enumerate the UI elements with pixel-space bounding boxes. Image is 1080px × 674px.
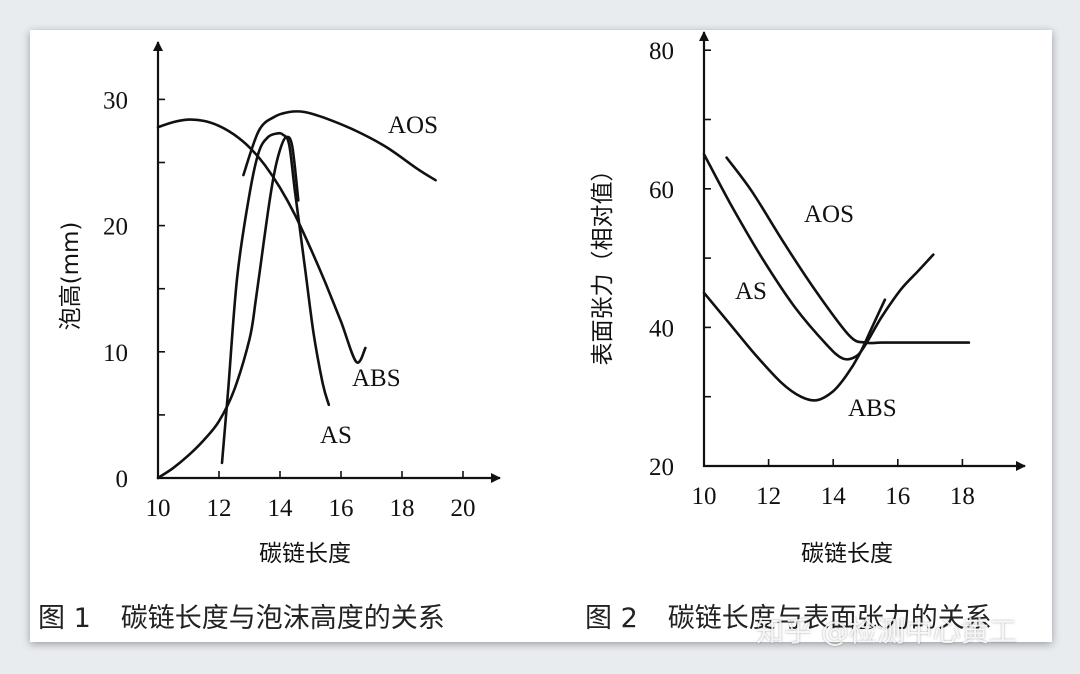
chart2-y-tick-label: 20 [649,454,674,481]
chart2-series-label-aos: AOS [804,201,854,228]
chart1-series-label-as: AS [320,422,352,449]
chart1-y-tick-label: 20 [103,214,128,241]
chart2-x-tick-label: 14 [821,483,847,510]
chart2-y-axis-label: 表面张力（相对值） [590,159,616,366]
chart1-series-label-abs: ABS [352,365,401,392]
chart2-x-tick-label: 18 [950,483,975,510]
chart1-x-tick-label: 20 [451,495,476,522]
figure-card [30,30,1052,642]
chart1-series-line-as [220,131,331,465]
chart2-y-tick-label: 60 [649,177,674,204]
chart2-series-label-abs: ABS [848,395,897,422]
chart2-y-tick-label: 40 [649,315,674,342]
chart1-series-label-aos: AOS [388,112,438,139]
chart1-x-tick-label: 14 [268,495,294,522]
chart1-y-axis-label: 泡高(mm) [58,222,84,331]
chart2-x-tick-label: 10 [692,483,717,510]
chart1-series-line-unlabeled-3 [156,135,300,480]
chart1-y-tick-label: 10 [103,340,128,367]
figure1-caption-number: 图 1 [38,603,91,634]
chart2-x-tick-label: 12 [756,483,781,510]
chart1-series-line-aos [242,110,437,182]
chart1-x-tick-label: 16 [329,495,354,522]
chart2-series-line-aos [725,156,971,345]
figure2-caption-text: 碳链长度与表面张力的关系 [667,603,992,634]
chart1-series-line-abs [156,118,367,364]
figure2-caption-number: 图 2 [585,603,638,634]
figure1-caption-text: 碳链长度与泡沫高度的关系 [120,603,445,634]
chart2-y-tick-label: 80 [649,38,674,65]
chart2-x-tick-label: 16 [885,483,910,510]
figure2-caption: 图 2 碳链长度与表面张力的关系 [585,596,992,635]
figure1-caption: 图 1 碳链长度与泡沫高度的关系 [38,596,445,635]
watermark: 知乎 @检测中心黄工 [756,615,1017,648]
chart2-x-axis-label: 碳链长度 [801,541,893,567]
chart1-y-tick-label: 0 [116,466,129,493]
chart1-x-tick-label: 12 [207,495,232,522]
chart2-series-line-as [702,152,935,361]
chart1-x-axis-label: 碳链长度 [259,541,351,567]
chart1-x-tick-label: 10 [146,495,171,522]
chart2-series-line-abs [702,291,887,402]
chart2-series-label-as: AS [735,278,767,305]
chart1-x-tick-label: 18 [390,495,415,522]
chart1-y-tick-label: 30 [103,87,128,114]
